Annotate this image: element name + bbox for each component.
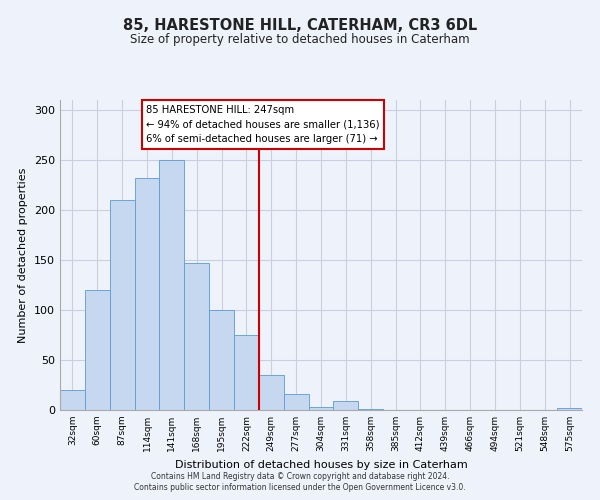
Bar [160,160,184,410]
Bar [259,375,284,410]
Bar [334,401,358,410]
Bar [557,408,582,410]
Text: Size of property relative to detached houses in Caterham: Size of property relative to detached ho… [130,32,470,46]
Bar [308,407,334,410]
Bar [209,310,234,410]
Bar [110,200,134,410]
Bar [284,394,308,410]
Bar [184,263,209,410]
X-axis label: Distribution of detached houses by size in Caterham: Distribution of detached houses by size … [175,460,467,469]
Bar [234,335,259,410]
Text: 85, HARESTONE HILL, CATERHAM, CR3 6DL: 85, HARESTONE HILL, CATERHAM, CR3 6DL [123,18,477,32]
Bar [60,390,85,410]
Text: Contains public sector information licensed under the Open Government Licence v3: Contains public sector information licen… [134,484,466,492]
Text: 85 HARESTONE HILL: 247sqm
← 94% of detached houses are smaller (1,136)
6% of sem: 85 HARESTONE HILL: 247sqm ← 94% of detac… [146,104,380,144]
Bar [358,409,383,410]
Text: Contains HM Land Registry data © Crown copyright and database right 2024.: Contains HM Land Registry data © Crown c… [151,472,449,481]
Bar [85,290,110,410]
Bar [134,178,160,410]
Y-axis label: Number of detached properties: Number of detached properties [19,168,28,342]
